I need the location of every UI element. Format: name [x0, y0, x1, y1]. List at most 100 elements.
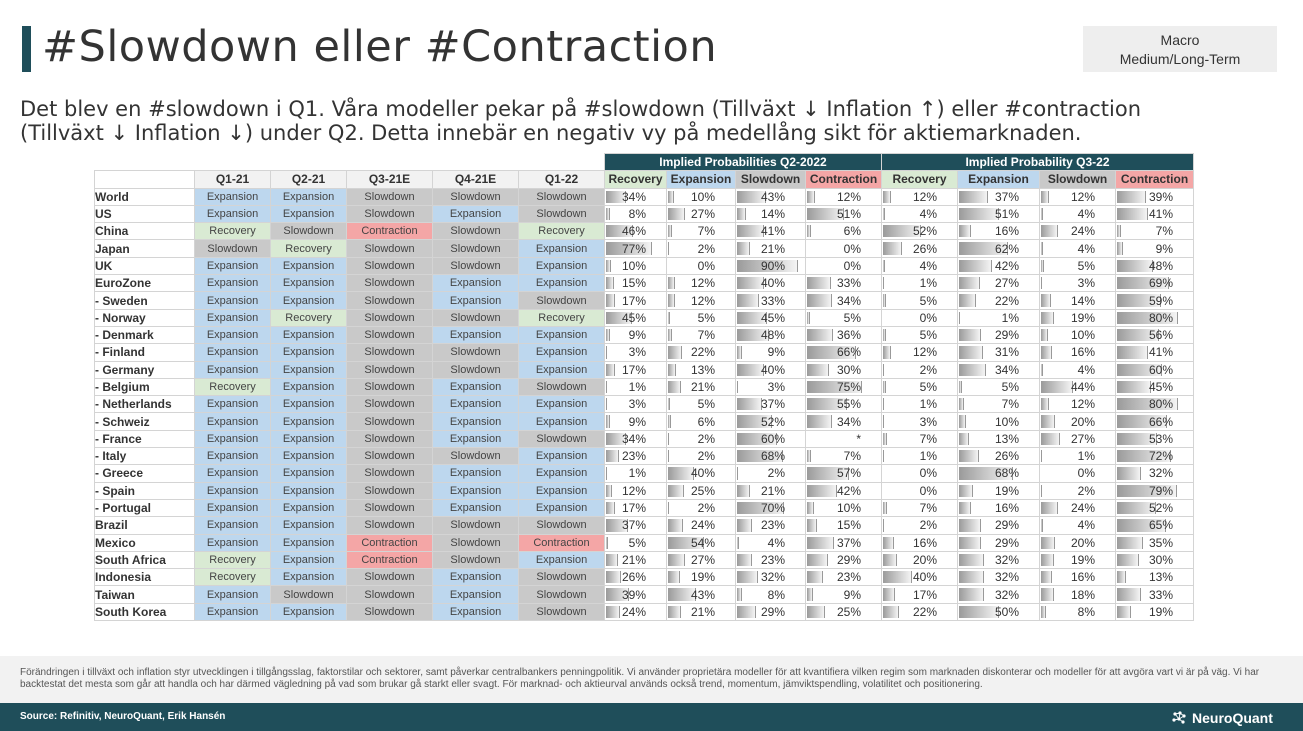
- regime-cell: Slowdown: [346, 343, 433, 362]
- probability-value: 13%: [994, 431, 1019, 446]
- probability-cell: 22%: [666, 343, 736, 362]
- country-name: EuroZone: [94, 274, 195, 293]
- probability-value: 33%: [836, 276, 861, 291]
- probability-cell: 16%: [1039, 343, 1116, 362]
- probability-cell: 9%: [1115, 239, 1194, 258]
- regime-cell: Expansion: [270, 360, 347, 379]
- quarter-header: Q3-21E: [346, 170, 433, 189]
- probability-cell: 9%: [604, 412, 667, 431]
- country-name: - Portugal: [94, 498, 195, 518]
- country-name: Japan: [94, 239, 195, 258]
- regime-cell: Expansion: [270, 343, 347, 362]
- probability-cell: 0%: [881, 308, 958, 327]
- probability-value: 2%: [767, 466, 785, 481]
- probability-value: 5%: [697, 397, 715, 412]
- probability-cell: 2%: [666, 498, 736, 518]
- footer-note: Förändringen i tillväxt och inflation st…: [20, 667, 1260, 690]
- table-row: US Expansion Expansion Slowdown Expansion Slo…: [94, 204, 1194, 224]
- probability-cell: 40%: [666, 464, 736, 483]
- regime-cell: Expansion: [194, 481, 271, 500]
- probability-cell: 60%: [735, 429, 806, 449]
- probability-bar: [807, 346, 856, 359]
- regime-cell: Slowdown: [346, 464, 433, 483]
- probability-cell: 13%: [666, 360, 736, 379]
- probability-bar: [883, 519, 884, 532]
- probability-value: 4%: [1077, 518, 1095, 533]
- probability-value: 23%: [760, 552, 785, 567]
- probability-cell: 9%: [735, 343, 806, 362]
- probability-value: 16%: [994, 224, 1019, 239]
- probability-cell: 29%: [805, 550, 882, 570]
- probability-value: 10%: [1070, 328, 1095, 343]
- probability-bar: [1041, 536, 1055, 549]
- probability-cell: 5%: [666, 395, 736, 414]
- probability-cell: 25%: [805, 602, 882, 622]
- probability-cell: 19%: [1039, 308, 1116, 327]
- probability-cell: 3%: [604, 343, 667, 362]
- probability-bar: [1117, 380, 1151, 394]
- probability-value: 19%: [690, 570, 715, 585]
- probability-value: 17%: [621, 293, 646, 308]
- table-row: Brazil Expansion Expansion Slowdown Slowdown…: [94, 516, 1194, 535]
- probability-value: 21%: [760, 483, 785, 498]
- table-row: - Greece Expansion Expansion Slowdown Expans…: [94, 464, 1194, 483]
- probability-bar: [807, 605, 825, 619]
- probability-cell: 5%: [881, 377, 958, 397]
- probability-cell: 39%: [1115, 187, 1194, 206]
- probability-cell: 5%: [957, 377, 1040, 397]
- probability-bar: [1117, 519, 1167, 532]
- probability-cell: 1%: [604, 464, 667, 483]
- probability-value: 3%: [628, 397, 646, 412]
- probability-bar: [606, 484, 613, 497]
- probability-bar: [959, 346, 984, 359]
- regime-cell: Recovery: [518, 222, 605, 241]
- regime-cell: Expansion: [432, 602, 519, 622]
- probability-value: 27%: [690, 552, 715, 567]
- table-row: - Norway Expansion Recovery Slowdown Slowdow…: [94, 308, 1194, 327]
- probability-bar: [737, 190, 766, 203]
- regime-table: Implied Probabilities Q2-2022 Implied Pro…: [94, 152, 1194, 622]
- probability-value: 27%: [690, 207, 715, 222]
- probability-bar: [959, 294, 976, 307]
- probability-cell: 30%: [805, 360, 882, 379]
- table-row: Mexico Expansion Expansion Contraction Slowd…: [94, 533, 1194, 552]
- probability-bar: [959, 467, 1014, 480]
- probability-value: 10%: [994, 414, 1019, 429]
- probability-bar: [883, 294, 886, 307]
- probability-value: 40%: [760, 276, 785, 291]
- regime-cell: Expansion: [194, 412, 271, 431]
- probability-cell: 7%: [881, 429, 958, 449]
- probability-bar: [1041, 519, 1043, 532]
- probability-bar: [807, 190, 815, 203]
- probability-cell: 6%: [805, 222, 882, 241]
- probability-cell: 16%: [881, 533, 958, 552]
- table-row: Indonesia Recovery Expansion Slowdown Expans…: [94, 568, 1194, 587]
- probability-bar: [1041, 501, 1058, 515]
- probability-value: 57%: [836, 466, 861, 481]
- probability-value: 1%: [919, 397, 937, 412]
- probability-value: 41%: [760, 224, 785, 239]
- probability-bar: [606, 259, 612, 273]
- table-row: - Netherlands Expansion Expansion Slowdown E…: [94, 395, 1194, 414]
- regime-cell: Expansion: [270, 395, 347, 414]
- regime-cell: Slowdown: [432, 533, 519, 552]
- probability-bar: [807, 398, 848, 411]
- probability-value: 53%: [1148, 431, 1173, 446]
- probability-value: 4%: [1077, 362, 1095, 377]
- probability-value: 24%: [1070, 224, 1095, 239]
- probability-bar: [606, 346, 607, 359]
- probability-value: 42%: [994, 258, 1019, 273]
- probability-bar: [606, 536, 609, 549]
- table-row: - Schweiz Expansion Expansion Slowdown Expan…: [94, 412, 1194, 431]
- probability-bar: [959, 415, 967, 428]
- probability-bar: [959, 588, 984, 601]
- probability-value: 4%: [1077, 207, 1095, 222]
- probability-value: 3%: [1077, 276, 1095, 291]
- probability-cell: 45%: [735, 308, 806, 327]
- probability-bar: [1117, 432, 1157, 446]
- probability-cell: 12%: [604, 481, 667, 500]
- probability-cell: 66%: [1115, 412, 1194, 431]
- country-name: South Africa: [94, 550, 195, 570]
- prob-header-contraction: Contraction: [805, 170, 882, 189]
- probability-bar: [883, 259, 885, 273]
